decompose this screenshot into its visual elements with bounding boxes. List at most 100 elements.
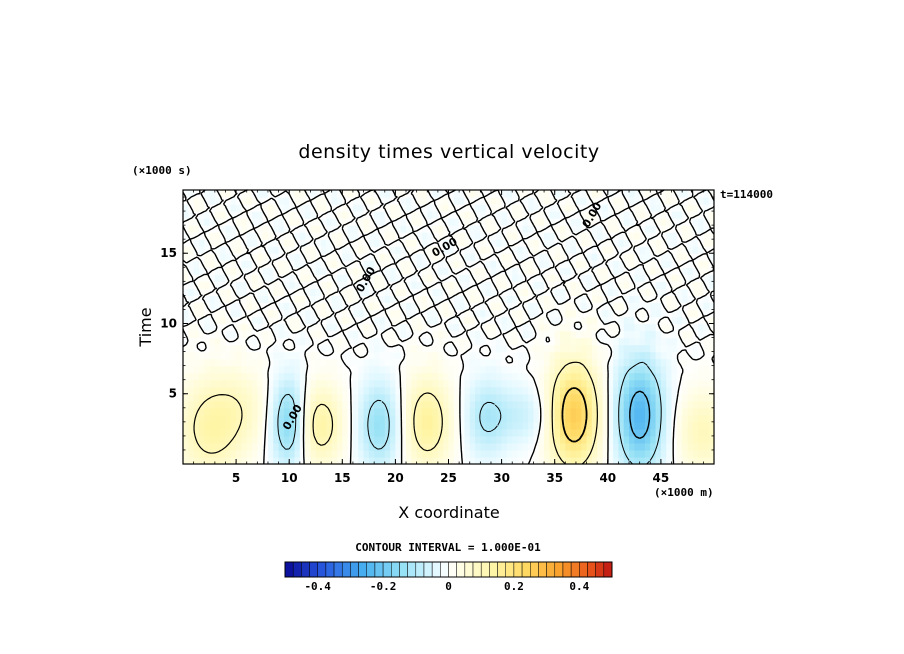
heatmap-cell — [544, 365, 550, 374]
heatmap-cell — [618, 414, 625, 423]
heatmap-cell — [262, 190, 269, 198]
heatmap-cell — [262, 456, 269, 465]
heatmap-cell — [682, 435, 689, 444]
heatmap-cell — [459, 190, 466, 198]
heatmap-cell — [421, 449, 428, 458]
heatmap-cell — [411, 246, 418, 254]
heatmap-cell — [294, 316, 301, 325]
heatmap-cell — [506, 295, 513, 304]
heatmap-cell — [565, 421, 572, 430]
heatmap-cell — [613, 211, 620, 219]
heatmap-cell — [581, 232, 588, 240]
heatmap-cell — [533, 456, 540, 465]
heatmap-cell — [692, 379, 699, 388]
heatmap-cell — [336, 190, 343, 198]
heatmap-cell — [225, 449, 232, 458]
heatmap-cell — [294, 253, 301, 261]
heatmap-cell — [666, 442, 673, 451]
heatmap-cell — [703, 344, 710, 353]
heatmap-cell — [602, 337, 609, 346]
heatmap-cell — [384, 309, 391, 318]
heatmap-cell — [252, 407, 258, 416]
heatmap-cell — [708, 393, 715, 402]
heatmap-cell — [687, 414, 694, 423]
heatmap-cell — [602, 393, 609, 402]
heatmap-cell — [597, 225, 604, 233]
heatmap-cell — [522, 309, 529, 318]
heatmap-cell — [586, 365, 593, 374]
heatmap-cell — [209, 351, 216, 360]
heatmap-cell — [708, 407, 715, 416]
heatmap-cell — [581, 267, 588, 275]
heatmap-cell — [703, 435, 710, 444]
heatmap-cell — [416, 211, 423, 219]
heatmap-cell — [623, 372, 630, 381]
heatmap-cell — [485, 309, 492, 318]
heatmap-cell — [554, 456, 561, 465]
heatmap-cell — [299, 253, 306, 261]
heatmap-cell — [299, 218, 306, 226]
heatmap-cell — [193, 365, 200, 374]
heatmap-cell — [554, 316, 561, 325]
heatmap-cell — [687, 302, 694, 311]
heatmap-cell — [708, 316, 715, 325]
colorbar-tick-label: 0 — [445, 580, 452, 593]
heatmap-cell — [698, 400, 704, 409]
heatmap-cell — [682, 393, 689, 402]
heatmap-cell — [299, 232, 306, 240]
heatmap-cell — [703, 407, 710, 416]
heatmap-cell — [310, 449, 317, 458]
heatmap-cell — [236, 372, 243, 381]
heatmap-cell — [347, 253, 354, 261]
heatmap-cell — [358, 435, 365, 444]
heatmap-cell — [485, 218, 492, 226]
heatmap-cell — [618, 246, 625, 254]
heatmap-cell — [565, 267, 572, 275]
heatmap-cell — [310, 281, 317, 289]
heatmap-cell — [464, 260, 471, 268]
heatmap-cell — [421, 211, 428, 219]
heatmap-cell — [623, 379, 630, 388]
heatmap-cell — [448, 414, 455, 423]
heatmap-cell — [188, 400, 195, 409]
heatmap-cell — [252, 372, 258, 381]
heatmap-cell — [634, 267, 641, 275]
heatmap-cell — [225, 225, 232, 233]
heatmap-cell — [432, 421, 439, 430]
heatmap-cell — [597, 379, 604, 388]
heatmap-cell — [188, 253, 195, 261]
heatmap-cell — [538, 400, 545, 409]
heatmap-cell — [496, 442, 503, 451]
heatmap-cell — [560, 246, 566, 254]
heatmap-cell — [342, 407, 349, 416]
heatmap-cell — [358, 365, 365, 374]
heatmap-cell — [597, 421, 604, 430]
heatmap-cell — [629, 316, 635, 325]
heatmap-cell — [188, 246, 195, 254]
heatmap-cell — [485, 260, 492, 268]
heatmap-cell — [538, 197, 545, 205]
heatmap-cell — [480, 414, 487, 423]
heatmap-cell — [703, 197, 710, 205]
heatmap-cell — [639, 253, 646, 261]
heatmap-cell — [342, 211, 349, 219]
heatmap-cell — [554, 358, 561, 367]
heatmap-cell — [469, 204, 476, 212]
heatmap-cell — [379, 393, 386, 402]
heatmap-cell — [257, 358, 264, 367]
heatmap-cell — [411, 449, 418, 458]
heatmap-cell — [506, 316, 513, 325]
heatmap-cell — [528, 260, 535, 268]
y-tick-label: 10 — [160, 316, 177, 330]
heatmap-cell — [427, 414, 434, 423]
heatmap-cell — [708, 358, 715, 367]
heatmap-cell — [506, 323, 513, 332]
heatmap-cell — [358, 309, 365, 318]
heatmap-cell — [660, 190, 667, 198]
heatmap-cell — [464, 407, 471, 416]
colorbar-bin — [521, 561, 531, 578]
heatmap-cell — [554, 330, 561, 339]
heatmap-cell — [384, 330, 391, 339]
heatmap-cell — [597, 393, 604, 402]
heatmap-cell — [204, 428, 211, 437]
